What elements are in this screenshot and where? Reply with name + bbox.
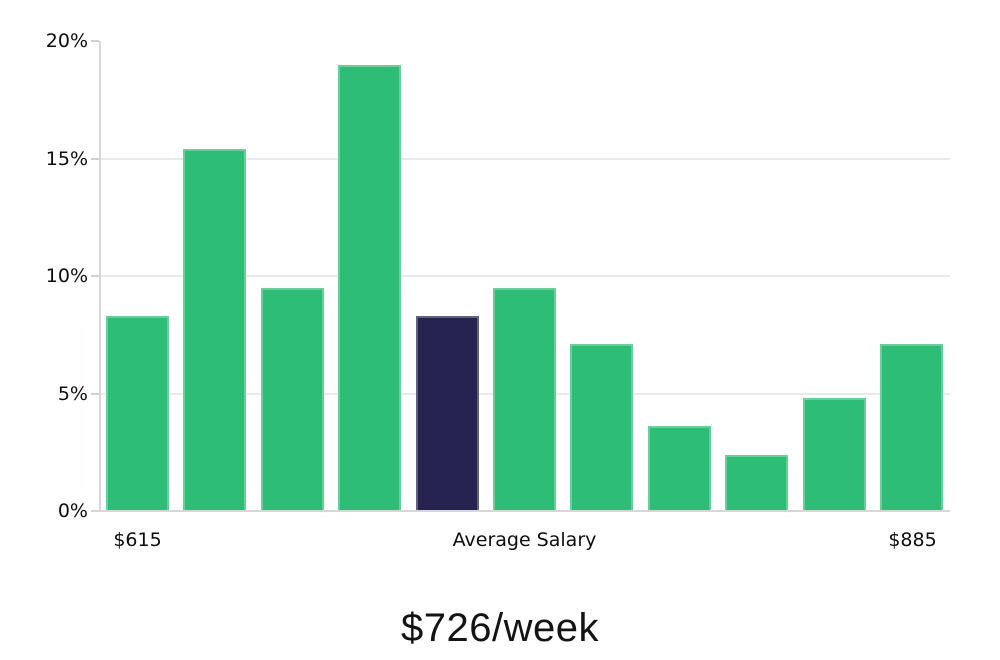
y-tick-10pct [91, 275, 99, 277]
y-tick-label-15pct: 15% [45, 147, 88, 170]
gridline-15pct [99, 157, 950, 160]
bar-1 [106, 315, 169, 511]
y-tick-5pct [91, 392, 99, 395]
x-axis-line [91, 510, 950, 512]
bar-8 [647, 426, 711, 511]
bar-average-salary-highlight [415, 315, 479, 511]
bar-4 [338, 64, 402, 511]
y-tick-label-10pct: 10% [45, 265, 88, 287]
y-tick-label-5pct: 5% [57, 382, 88, 405]
bar-9 [725, 454, 789, 511]
average-salary-caption: $726/week [401, 606, 599, 650]
bar-10 [802, 398, 866, 511]
bar-7 [570, 344, 634, 511]
y-axis-line [99, 41, 101, 511]
x-label-min: $615 [113, 529, 162, 551]
y-tick-label-20pct: 20% [45, 30, 88, 52]
bars-container [99, 41, 950, 511]
gridline-10pct [99, 275, 950, 277]
bar-2 [183, 149, 247, 511]
bar-11 [879, 344, 943, 511]
x-label-average-salary: Average Salary [452, 529, 597, 551]
bar-3 [260, 287, 324, 511]
y-tick-label-0pct: 0% [57, 500, 88, 522]
bar-6 [492, 287, 556, 511]
y-tick-15pct [91, 157, 99, 160]
x-label-max: $885 [888, 529, 937, 551]
plot-area [91, 40, 950, 512]
y-tick-20pct [91, 40, 99, 42]
